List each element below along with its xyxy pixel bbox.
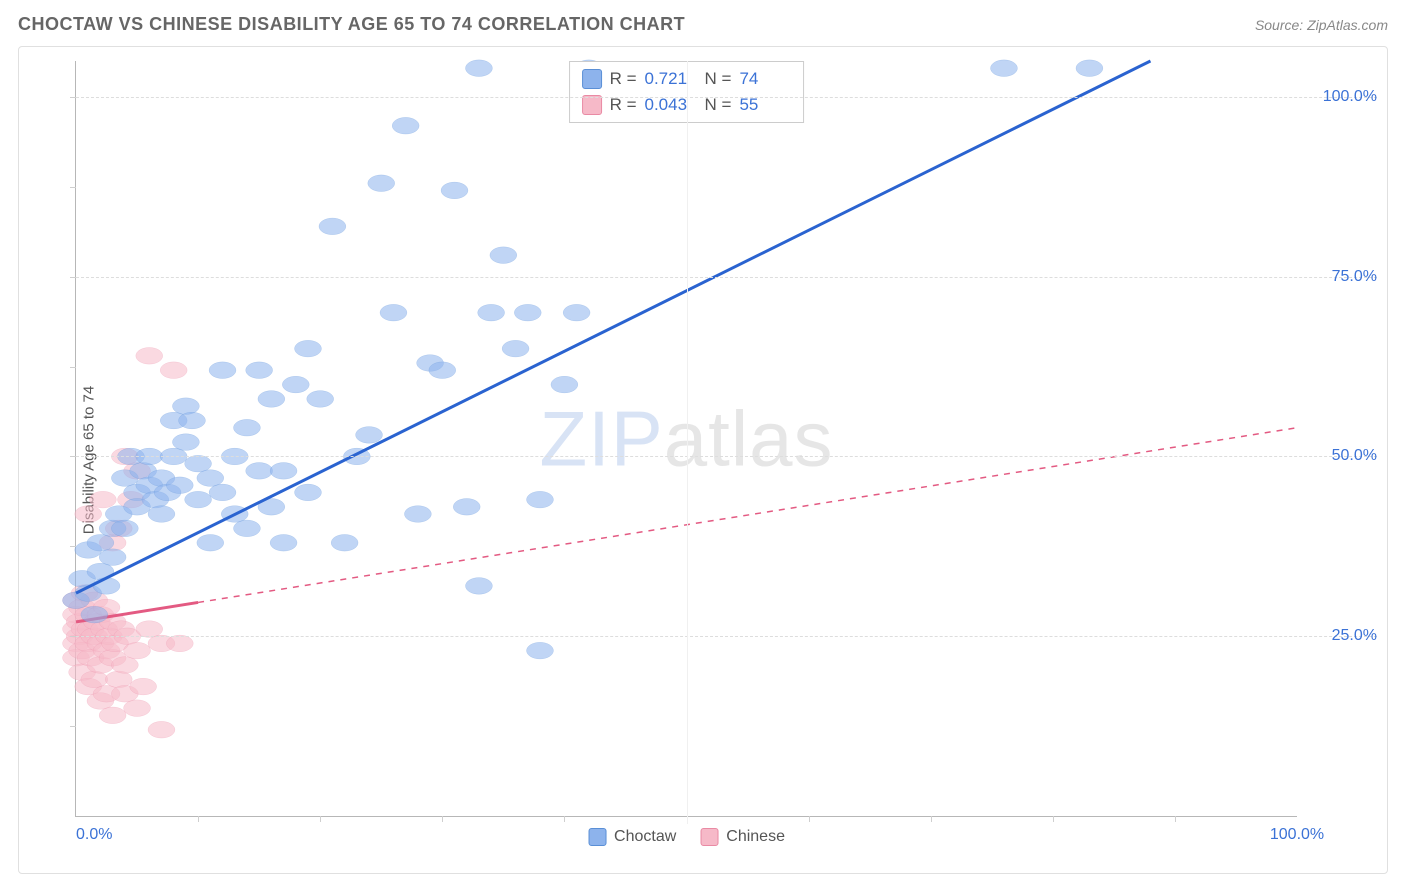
gridline-h [76,456,1377,457]
scatter-point [75,506,102,523]
scatter-point [136,621,163,638]
trend-line [76,61,1150,593]
scatter-point [258,391,285,408]
scatter-point [166,477,193,494]
scatter-point [1076,60,1103,77]
scatter-point [465,60,492,77]
scatter-point [160,362,187,379]
scatter-point [209,484,236,501]
scatter-point [148,721,175,738]
legend-item-chinese: Chinese [700,828,785,846]
scatter-point [234,520,261,537]
scatter-point [331,534,358,551]
scatter-point [136,348,163,365]
scatter-point [404,506,431,523]
gridline-h [76,97,1377,98]
scatter-point [441,182,468,199]
scatter-point [991,60,1018,77]
legend-item-choctaw: Choctaw [588,828,676,846]
scatter-point [81,671,108,688]
scatter-point [270,463,297,480]
scatter-point [172,398,199,415]
scatter-point [148,506,175,523]
gridline-h [76,636,1377,637]
scatter-point [209,362,236,379]
scatter-point [282,376,309,393]
scatter-point [502,340,529,357]
y-tick-label: 50.0% [1307,447,1377,465]
scatter-point [89,491,116,508]
scatter-point [111,520,138,537]
scatter-point [185,455,212,472]
scatter-point [307,391,334,408]
chinese-legend-icon [700,828,718,846]
x-tick-mark [442,816,443,822]
scatter-point [99,707,126,724]
scatter-point [392,117,419,134]
gridline-h [76,277,1377,278]
chart-title: CHOCTAW VS CHINESE DISABILITY AGE 65 TO … [18,14,685,35]
scatter-point [465,578,492,595]
scatter-point [319,218,346,235]
scatter-point [527,491,554,508]
scatter-point [87,534,114,551]
scatter-point [130,678,157,695]
scatter-point [478,304,505,321]
x-axis-max-label: 100.0% [1270,826,1324,844]
scatter-point [453,499,480,516]
scatter-point [368,175,395,192]
scatter-point [429,362,456,379]
scatter-point [246,362,273,379]
y-tick-label: 75.0% [1307,268,1377,286]
scatter-point [99,549,126,566]
scatter-point [295,340,322,357]
series-legend: Choctaw Chinese [588,828,785,846]
scatter-point [185,491,212,508]
scatter-point [514,304,541,321]
scatter-point [270,534,297,551]
scatter-point [179,412,206,429]
x-tick-mark [198,816,199,822]
x-tick-mark [1175,816,1176,822]
scatter-point [105,671,132,688]
scatter-point [124,700,151,717]
scatter-point [527,642,554,659]
scatter-point [111,657,138,674]
chart-container: Disability Age 65 to 74 ZIPatlas R = 0.7… [18,46,1388,874]
x-tick-mark [1053,816,1054,822]
choctaw-legend-icon [588,828,606,846]
scatter-point [172,434,199,451]
scatter-point [380,304,407,321]
x-axis-min-label: 0.0% [76,826,112,844]
x-tick-mark [320,816,321,822]
y-tick-label: 25.0% [1307,627,1377,645]
chinese-swatch-icon [582,95,602,115]
x-tick-mark [564,816,565,822]
x-tick-mark [809,816,810,822]
scatter-point [490,247,517,264]
y-tick-label: 100.0% [1307,88,1377,106]
scatter-point [295,484,322,501]
scatter-point [93,578,120,595]
scatter-point [197,470,224,487]
scatter-point [234,419,261,436]
scatter-point [246,463,273,480]
scatter-point [197,534,224,551]
scatter-point [124,642,151,659]
scatter-point [166,635,193,652]
scatter-point [563,304,590,321]
source-attribution: Source: ZipAtlas.com [1255,17,1388,33]
x-tick-mark [931,816,932,822]
plot-area: ZIPatlas R = 0.721 N = 74 R = 0.043 N = … [75,61,1297,817]
scatter-point [81,606,108,623]
choctaw-swatch-icon [582,69,602,89]
scatter-point [551,376,578,393]
scatter-point [356,427,383,444]
